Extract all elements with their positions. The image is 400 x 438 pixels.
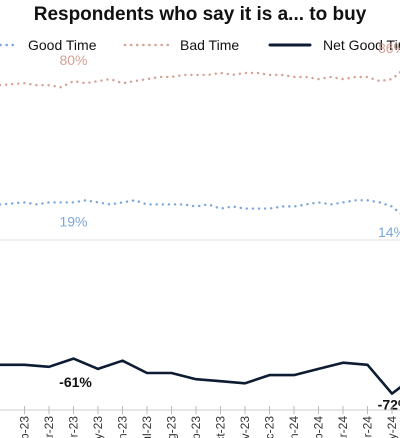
x-tick-label-aug-23: Aug-23 [165, 416, 179, 438]
data-label-good-time-may-24: 14% [378, 224, 400, 240]
x-tick-label-feb-23: Feb-23 [18, 416, 32, 438]
x-tick-label-dec-23: Dec-23 [263, 416, 277, 438]
legend: Good Time Bad Time Net Good Time [0, 37, 400, 53]
x-tick-label-jan-24: Jan-24 [287, 416, 301, 438]
x-tick-label-apr-23: Apr-23 [67, 416, 81, 438]
x-tick-label-may-24: May-24 [385, 416, 399, 438]
legend-item-bad-time: Bad Time [123, 37, 239, 53]
x-tick-label-may-23: May-23 [91, 416, 105, 438]
x-tick-label-mar-24: Mar-24 [336, 416, 350, 438]
x-tick-label-jul-23: Jul-23 [140, 416, 154, 438]
chart-title: Respondents who say it is a... to buy [33, 4, 367, 25]
legend-label-good-time: Good Time [28, 37, 97, 53]
series-line-good-time [0, 199, 400, 215]
data-label-net-good-time-apr-23: -61% [59, 374, 92, 390]
x-tick-label-oct-23: Oct-23 [214, 416, 228, 438]
legend-item-good-time: Good Time [0, 37, 97, 53]
series-layer [0, 70, 400, 395]
annotation-layer: 80% 86% 19% 14% -61% -72% [59, 40, 400, 413]
x-tick-label-mar-23: Mar-23 [42, 416, 56, 438]
x-tick-label-sep-23: Sep-23 [189, 416, 203, 438]
data-label-bad-time-apr-23: 80% [59, 52, 87, 68]
series-line-net-good-time [0, 357, 400, 395]
series-line-bad-time [0, 70, 400, 89]
legend-item-net-good-time: Net Good Time [268, 37, 400, 53]
x-tick-label-jun-23: Jun-23 [116, 416, 130, 438]
data-label-good-time-apr-23: 19% [59, 214, 87, 230]
legend-label-bad-time: Bad Time [180, 37, 239, 53]
data-label-net-good-time-may-24: -72% [378, 397, 400, 413]
x-axis: Feb-23 Mar-23 Apr-23 May-23 Jun-23 Jul-23 Aug-… [0, 406, 400, 438]
legend-label-net-good-time: Net Good Time [323, 37, 400, 53]
x-tick-label-nov-23: Nov-23 [238, 416, 252, 438]
x-tick-label-apr-24: Apr-24 [361, 416, 375, 438]
data-label-bad-time-may-24: 86% [378, 40, 400, 56]
x-tick-label-feb-24: Feb-24 [312, 416, 326, 438]
